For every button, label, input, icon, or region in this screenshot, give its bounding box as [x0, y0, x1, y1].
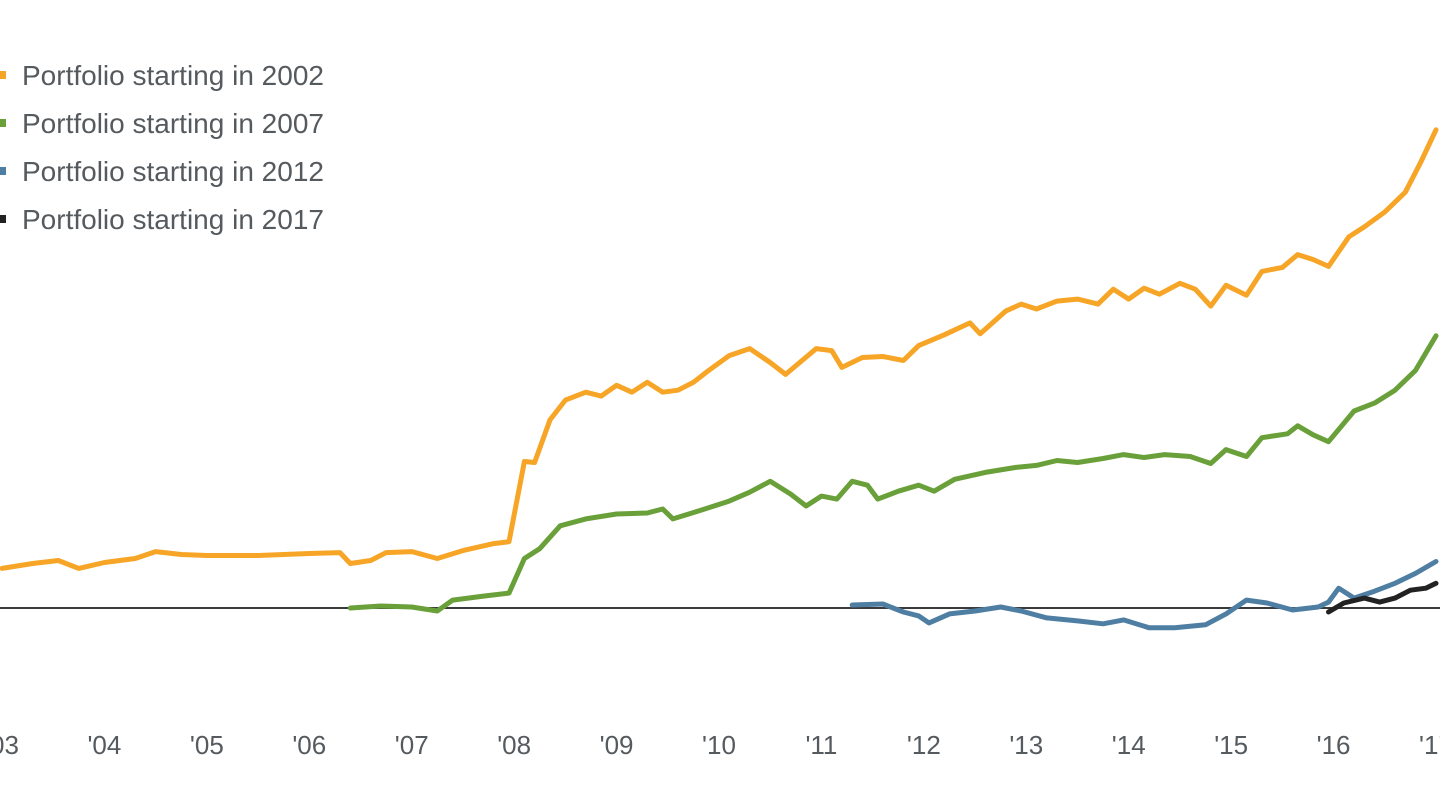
- legend-label-3: Portfolio starting in 2012: [22, 156, 324, 187]
- x-tick-label: '04: [87, 730, 121, 760]
- legend-swatch-2: [0, 119, 6, 127]
- x-tick-label: '11: [805, 730, 837, 760]
- x-tick-label: '06: [292, 730, 326, 760]
- legend-swatch-4: [0, 215, 6, 223]
- legend-label-1: Portfolio starting in 2002: [22, 60, 324, 91]
- x-tick-label: '03: [0, 730, 19, 760]
- x-tick-label: '12: [907, 730, 941, 760]
- x-tick-label: '10: [702, 730, 736, 760]
- x-tick-label: '08: [497, 730, 531, 760]
- series-line-3: [849, 559, 1439, 631]
- x-tick-label: '15: [1214, 730, 1248, 760]
- legend-swatch-1: [0, 71, 6, 79]
- legend: Portfolio starting in 2002 Portfolio star…: [0, 60, 324, 235]
- x-tick-label: '07: [395, 730, 429, 760]
- x-tick-label: '13: [1009, 730, 1043, 760]
- series-line-2: [347, 333, 1439, 614]
- series-line-4: [1326, 580, 1439, 615]
- series-layer: [0, 127, 1439, 631]
- legend-swatch-3: [0, 167, 6, 175]
- x-axis: '03 '04 '05 '06 '07 '08 '09 '10 '11 '12 '13 '14 '15 '…: [0, 730, 1440, 760]
- x-tick-label: '16: [1317, 730, 1351, 760]
- x-tick-label: '17: [1419, 730, 1440, 760]
- x-tick-label: '14: [1112, 730, 1146, 760]
- legend-label-2: Portfolio starting in 2007: [22, 108, 324, 139]
- x-tick-label: '05: [190, 730, 224, 760]
- x-tick-label: '09: [600, 730, 634, 760]
- legend-label-4: Portfolio starting in 2017: [22, 204, 324, 235]
- series-line-1: [0, 127, 1439, 571]
